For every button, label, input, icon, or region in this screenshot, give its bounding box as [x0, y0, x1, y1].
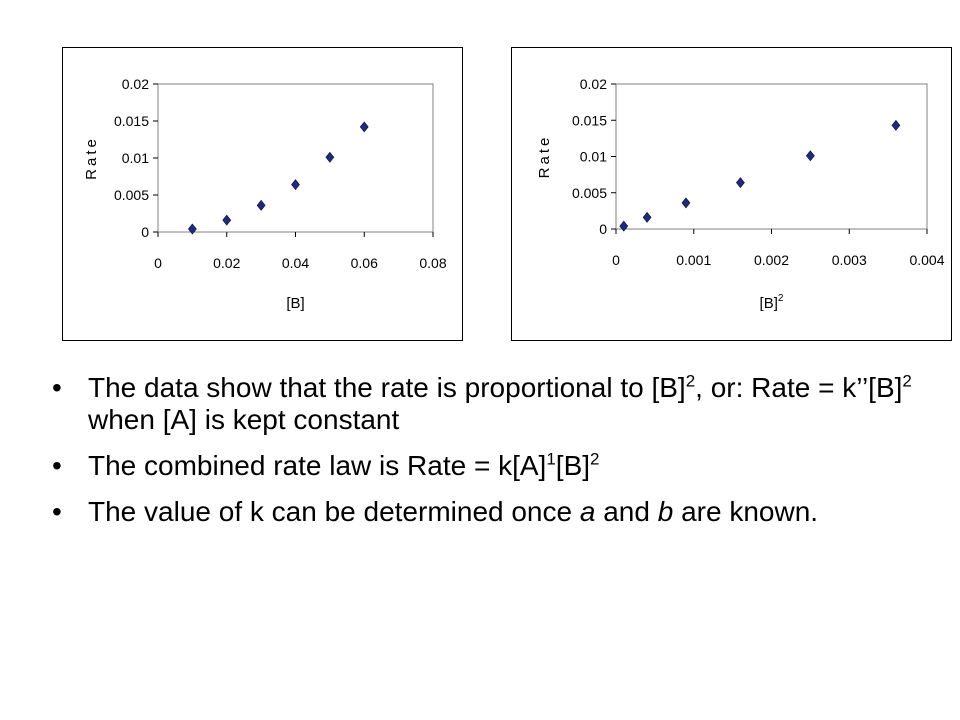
plot-area: [615, 83, 928, 230]
rate-vs-b-squared-plot: 0 0.005 0.01 0.015 0.02 0 0.001 0.002 0.003 0.004…: [536, 76, 945, 312]
x-axis-title: [B]2: [760, 293, 784, 312]
data-point: [891, 119, 901, 131]
x-tick-label: 0.02: [213, 255, 240, 271]
text-run: when [A] is kept constant: [88, 404, 400, 435]
text-run: and: [595, 496, 658, 527]
y-tick-label: 0.005: [572, 185, 607, 201]
text-run: are known.: [673, 496, 819, 527]
y-tick-label: 0.02: [580, 76, 607, 92]
data-point: [642, 211, 652, 223]
data-point: [187, 223, 197, 235]
bullet-item-2: • The combined rate law is Rate = k[A]1[…: [52, 450, 932, 482]
data-point: [291, 179, 300, 191]
y-tick-label: 0.01: [122, 150, 149, 166]
bullet-item-1: • The data show that the rate is proport…: [52, 372, 932, 436]
bullet-text: The data show that the rate is proportio…: [88, 372, 912, 435]
text-run: The data show that the rate is proportio…: [88, 372, 686, 403]
superscript: 2: [590, 449, 600, 469]
italic-text: a: [579, 496, 596, 527]
y-tick-label: 0.02: [122, 76, 149, 92]
y-axis-title: Rate: [536, 135, 553, 179]
x-tick-label: 0: [154, 255, 162, 271]
bullet-dot: •: [52, 496, 62, 527]
superscript: 1: [546, 449, 556, 469]
text-run: The combined rate law is Rate = k[A]: [88, 450, 547, 481]
x-tick-label: 0.004: [909, 252, 944, 268]
plot-area: [157, 83, 434, 233]
bullet-item-3: • The value of k can be determined once …: [52, 496, 932, 528]
y-tick-label: 0.005: [114, 187, 149, 203]
bullet-list: • The data show that the rate is proport…: [52, 372, 932, 542]
text-run: , or: Rate = k’’[B]: [695, 372, 903, 403]
x-axis-title-sup: 2: [778, 293, 784, 304]
rate-vs-b-squared-chart: 0 0.005 0.01 0.015 0.02 0 0.001 0.002 0.003 0.004…: [511, 47, 952, 341]
y-tick-label: 0.015: [572, 112, 607, 128]
data-point: [325, 151, 335, 163]
y-axis-title: Rate: [83, 136, 100, 180]
superscript: 2: [685, 371, 696, 391]
x-tick-label: 0: [612, 252, 620, 268]
data-point: [256, 199, 266, 211]
y-tick-label: 0.01: [580, 149, 607, 165]
rate-vs-b-plot: 0 0.005 0.01 0.015 0.02 0 0.02 0.04 0.06 0.08 Rate…: [83, 76, 447, 312]
data-point: [359, 121, 369, 133]
x-tick-label: 0.08: [419, 255, 446, 271]
text-run: The value of k can be determined once: [88, 496, 580, 527]
data-point: [681, 197, 691, 209]
y-tick-label: 0: [599, 221, 607, 237]
x-tick-label: 0.001: [676, 252, 711, 268]
data-point: [619, 220, 629, 232]
x-axis-title: [B]: [286, 295, 304, 312]
x-tick-label: 0.04: [282, 255, 309, 271]
bullet-dot: •: [52, 450, 62, 481]
x-tick-label: 0.002: [754, 252, 789, 268]
x-tick-label: 0.003: [832, 252, 867, 268]
text-run: [B]: [555, 450, 591, 481]
bullet-dot: •: [52, 372, 62, 403]
y-tick-label: 0.015: [114, 113, 149, 129]
data-point: [805, 150, 815, 162]
x-tick-label: 0.06: [351, 255, 378, 271]
data-point: [222, 214, 232, 226]
bullet-text: The combined rate law is Rate = k[A]1[B]…: [88, 450, 600, 481]
italic-text: b: [657, 496, 674, 527]
data-point: [736, 177, 745, 189]
bullet-text: The value of k can be determined once a …: [88, 496, 818, 527]
rate-vs-b-chart: 0 0.005 0.01 0.015 0.02 0 0.02 0.04 0.06 0.08 Rate…: [62, 47, 463, 341]
superscript: 2: [902, 371, 912, 391]
y-tick-label: 0: [141, 224, 149, 240]
